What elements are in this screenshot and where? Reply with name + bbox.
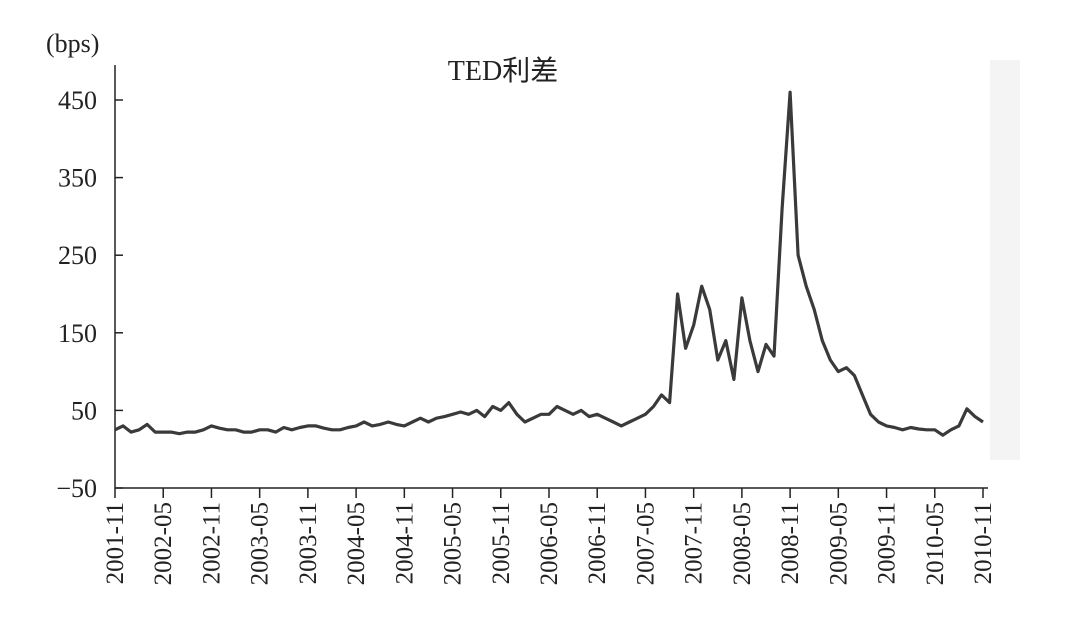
- x-tick-label: 2002-11: [198, 502, 225, 584]
- x-tick-label: 2003-11: [295, 502, 322, 584]
- y-axis-label: (bps): [46, 29, 99, 58]
- x-tick-label: 2004-11: [391, 502, 418, 584]
- backdrop-edge: [990, 60, 1020, 460]
- y-tick-label: 50: [71, 396, 97, 425]
- x-tick-label: 2010-11: [970, 502, 997, 584]
- x-tick-label: 2006-05: [536, 502, 563, 585]
- x-tick-label: 2004-05: [343, 502, 370, 585]
- x-tick-label: 2003-05: [247, 502, 274, 585]
- y-tick-label: −50: [56, 474, 97, 503]
- x-tick-label: 2008-05: [729, 502, 756, 585]
- x-ticks: 2001-11 2002-05 2002-11 2003-05 2003-11 2004-…: [102, 488, 997, 585]
- x-tick-label: 2007-05: [632, 502, 659, 585]
- x-tick-label: 2009-11: [874, 502, 901, 584]
- y-ticks: −50 50 150 250 350 450: [56, 86, 123, 503]
- x-tick-label: 2009-05: [825, 502, 852, 585]
- y-tick-label: 450: [58, 86, 97, 115]
- x-tick-label: 2006-11: [584, 502, 611, 584]
- chart-title: TED利差: [448, 55, 558, 87]
- y-tick-label: 350: [58, 164, 97, 193]
- x-tick-label: 2001-11: [102, 502, 129, 584]
- y-tick-label: 150: [58, 319, 97, 348]
- ted-spread-line: [114, 90, 984, 437]
- x-tick-label: 2005-11: [488, 502, 515, 584]
- x-tick-label: 2008-11: [777, 502, 804, 584]
- x-tick-label: 2007-11: [681, 502, 708, 584]
- x-tick-label: 2010-05: [922, 502, 949, 585]
- y-tick-label: 250: [58, 241, 97, 270]
- x-tick-label: 2002-05: [150, 502, 177, 585]
- x-tick-label: 2005-05: [440, 502, 467, 585]
